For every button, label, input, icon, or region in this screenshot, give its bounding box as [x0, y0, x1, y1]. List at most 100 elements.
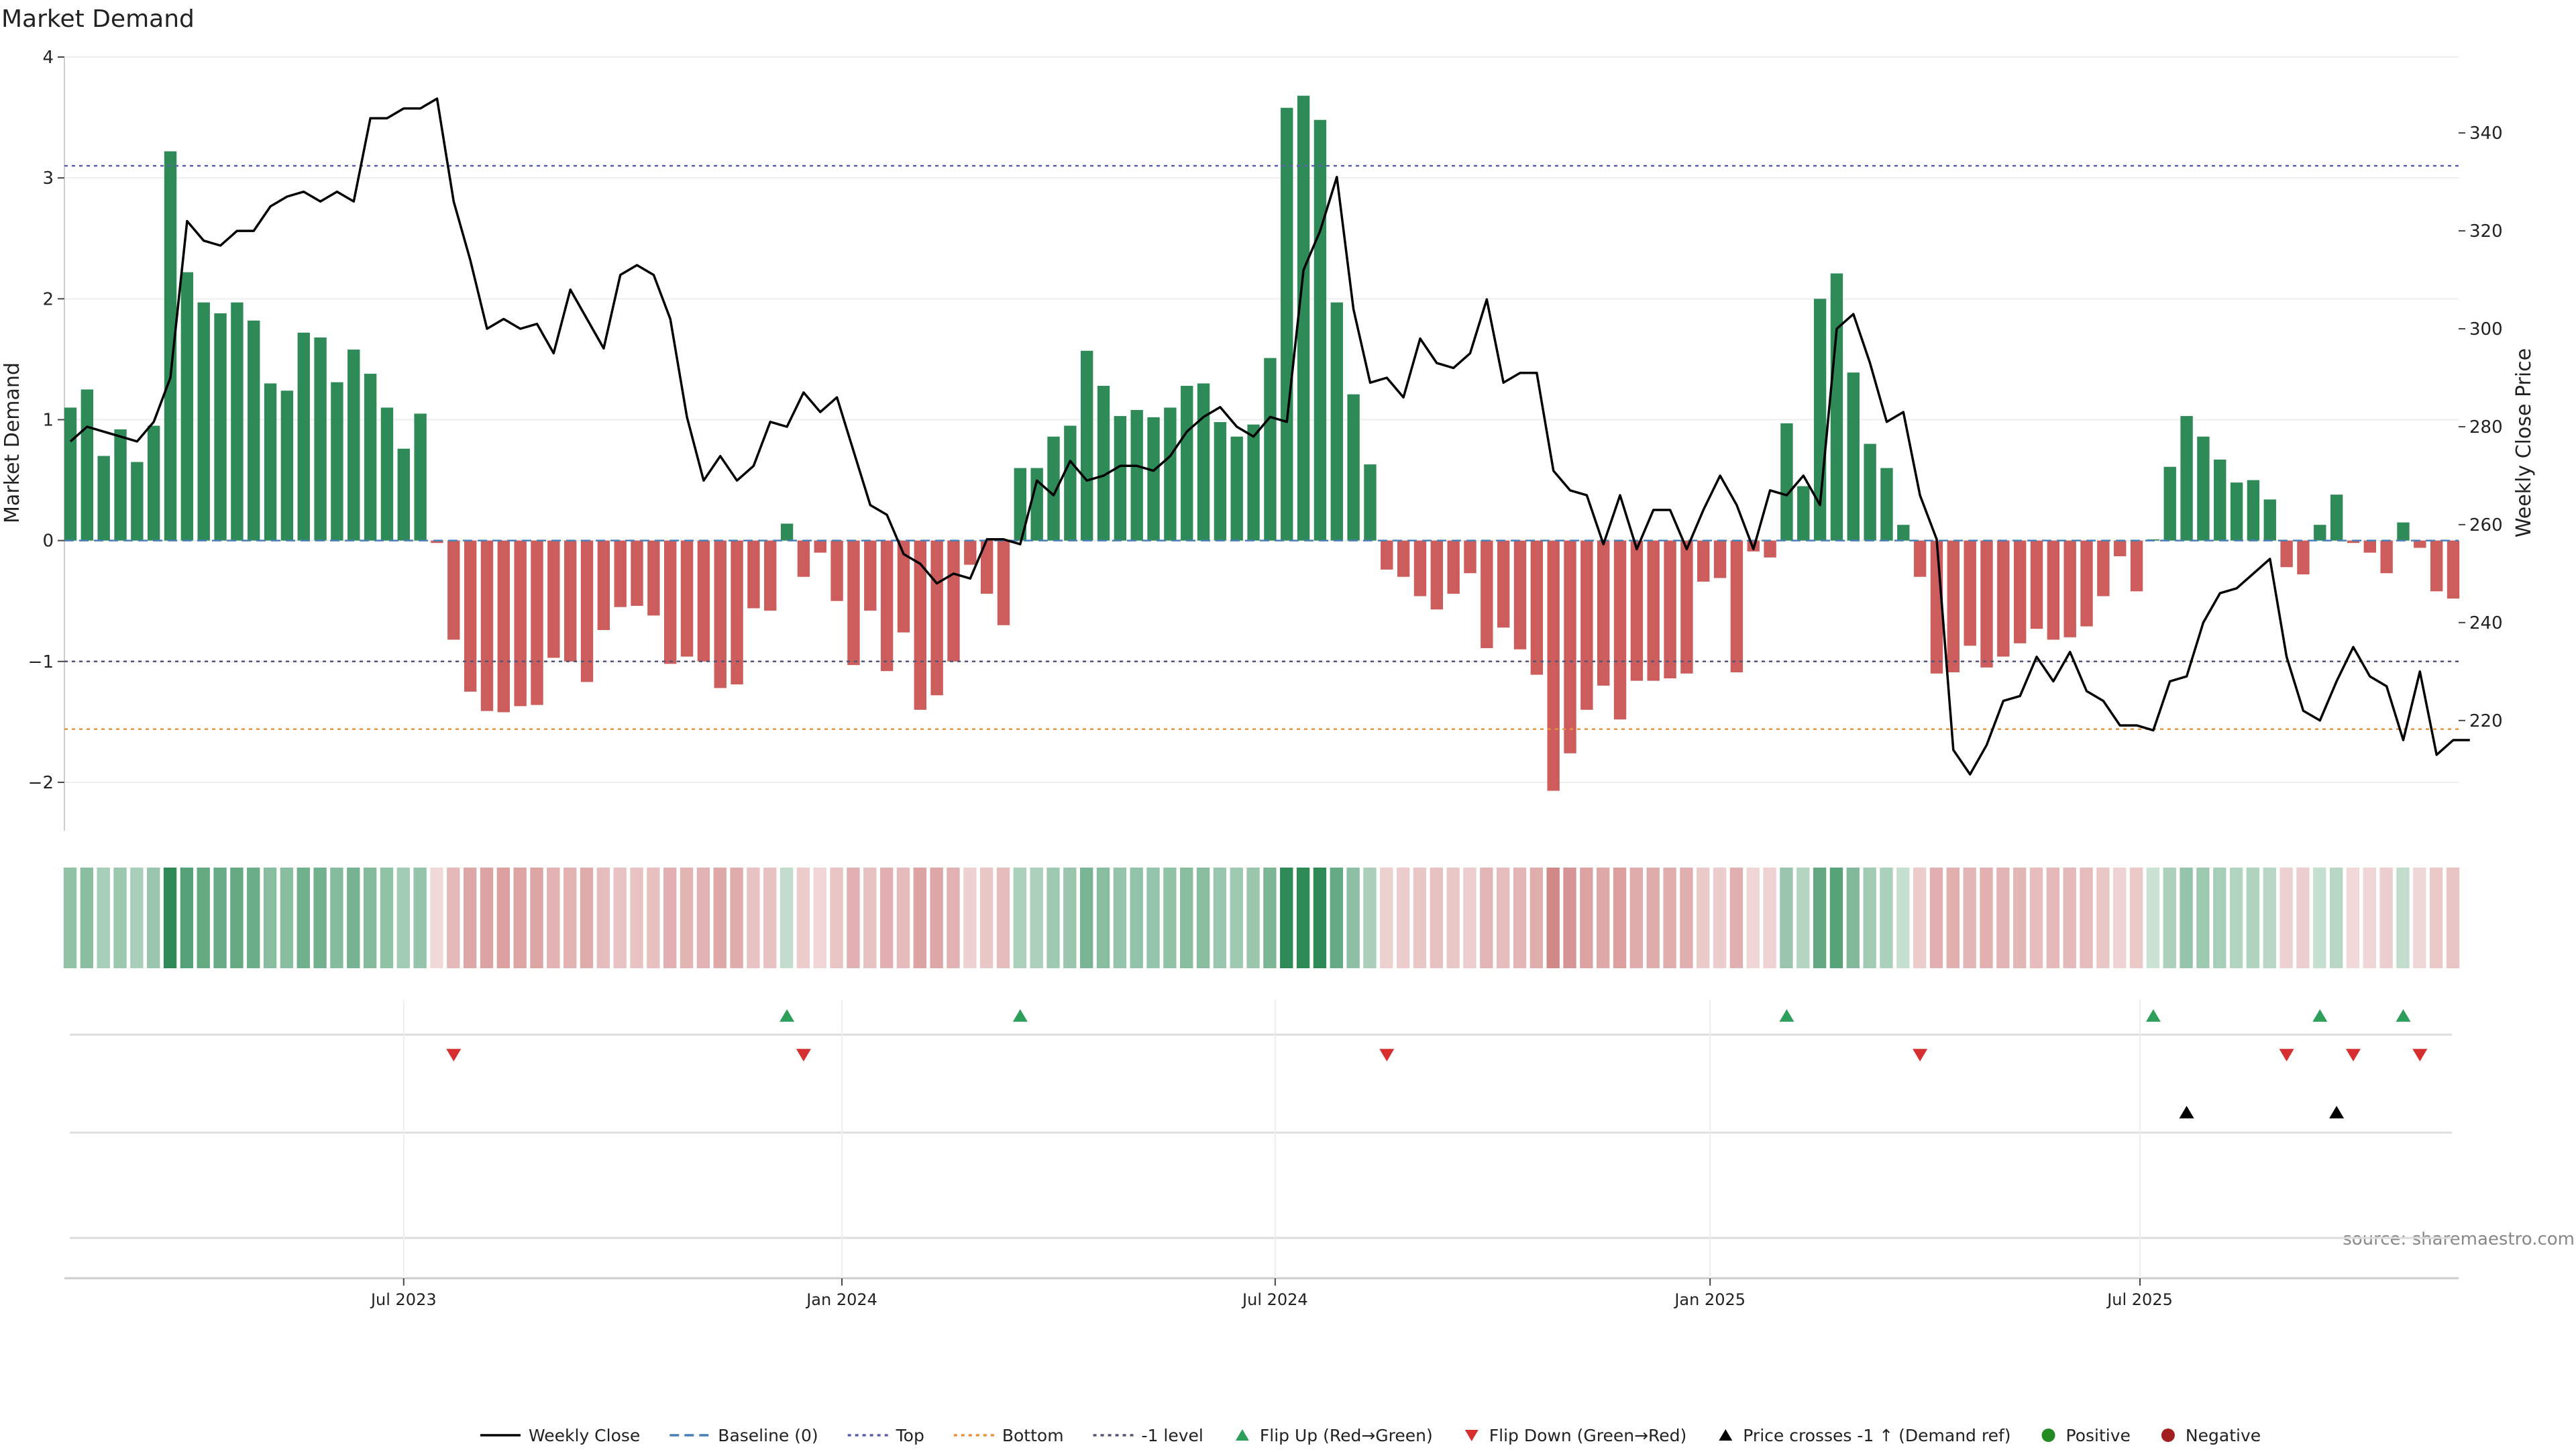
- demand-bar: [547, 540, 560, 658]
- demand-heat-cell: [2063, 868, 2076, 968]
- demand-heat-cell: [480, 868, 494, 968]
- demand-heat-cell: [2229, 868, 2243, 968]
- legend-minus-one: -1 level: [1093, 1426, 1203, 1445]
- demand-bar: [597, 540, 610, 630]
- demand-bar: [131, 462, 144, 541]
- y2-tick-label: 340: [2469, 123, 2503, 144]
- demand-heat-cell: [2113, 868, 2127, 968]
- legend-positive-label: Positive: [2066, 1426, 2131, 1445]
- flip-down-marker: [1913, 1049, 1928, 1061]
- demand-bar: [1164, 407, 1177, 541]
- demand-bar: [1964, 540, 1976, 646]
- demand-bar: [480, 540, 494, 711]
- demand-heat-cell: [1263, 868, 1277, 968]
- y2-tick-label: 240: [2469, 613, 2503, 633]
- demand-heat-cell: [1829, 868, 1843, 968]
- demand-bar: [1064, 425, 1077, 541]
- demand-bar: [1047, 436, 1060, 541]
- demand-bar: [1413, 540, 1427, 597]
- demand-bar: [1913, 540, 1927, 577]
- demand-heat-cell: [713, 868, 727, 968]
- flip-down-marker: [796, 1049, 811, 1061]
- demand-heat-cell: [447, 868, 460, 968]
- demand-bar: [2330, 495, 2343, 541]
- chart-title: Market Demand: [1, 5, 195, 33]
- demand-heat-cell: [180, 868, 194, 968]
- demand-bar: [214, 313, 227, 541]
- price-cross-marker: [2329, 1106, 2345, 1119]
- demand-heat-cell: [213, 868, 227, 968]
- demand-heat-cell: [1896, 868, 1910, 968]
- demand-heat-cell: [1729, 868, 1743, 968]
- demand-heat-cell: [2329, 868, 2343, 968]
- demand-bar: [764, 540, 777, 611]
- demand-bar: [1381, 540, 1393, 570]
- demand-bar: [364, 374, 377, 541]
- demand-heat-cell: [613, 868, 627, 968]
- demand-bar: [2280, 540, 2293, 568]
- y2-tick-label: 320: [2469, 221, 2503, 242]
- demand-heat-cell: [996, 868, 1010, 968]
- demand-heat-cell: [979, 868, 994, 968]
- demand-heat-cell: [1863, 868, 1876, 968]
- demand-bar: [2180, 416, 2193, 541]
- demand-bar: [1864, 444, 1876, 541]
- demand-heat-cell: [1079, 868, 1093, 968]
- demand-heat-cell: [680, 868, 694, 968]
- demand-bar: [1364, 464, 1377, 541]
- demand-bar: [297, 332, 310, 541]
- demand-heat-cell: [796, 868, 810, 968]
- demand-heat-cell: [1563, 868, 1576, 968]
- demand-bar: [1447, 540, 1460, 594]
- demand-heat-cell: [930, 868, 943, 968]
- demand-heat-cell: [630, 868, 643, 968]
- legend-negative-swatch: [2161, 1429, 2175, 1442]
- legend-price-cross-label: Price crosses -1 ↑ (Demand ref): [1743, 1426, 2010, 1445]
- demand-bar: [248, 320, 260, 541]
- flip-up-marker: [2145, 1009, 2161, 1022]
- demand-bar: [1947, 540, 1960, 672]
- demand-heat-cell: [780, 868, 794, 968]
- demand-bar: [964, 540, 977, 565]
- demand-bar: [2414, 540, 2426, 548]
- demand-bar: [1197, 383, 1210, 541]
- demand-bar: [2130, 540, 2143, 592]
- demand-bar: [1181, 386, 1193, 541]
- demand-heat-cell: [2363, 868, 2376, 968]
- demand-bar: [1014, 468, 1027, 541]
- demand-heat-cell: [2446, 868, 2460, 968]
- legend-negative: Negative: [2161, 1426, 2261, 1445]
- demand-heat-cell: [1446, 868, 1460, 968]
- demand-heat-cell: [1063, 868, 1077, 968]
- demand-heat-cell: [2263, 868, 2276, 968]
- demand-heat-cell: [747, 868, 760, 968]
- y-tick-label: 0: [42, 531, 54, 552]
- demand-heat-cell: [1629, 868, 1644, 968]
- legend-bottom: Bottom: [953, 1426, 1064, 1445]
- demand-heat-cell: [1030, 868, 1043, 968]
- demand-heat-cell: [1680, 868, 1693, 968]
- demand-heat-cell: [230, 868, 244, 968]
- demand-heat-cell: [1146, 868, 1160, 968]
- legend-price-cross: Price crosses -1 ↑ (Demand ref): [1719, 1426, 2011, 1445]
- demand-heat-cell: [1230, 868, 1243, 968]
- demand-heat-cell: [347, 868, 360, 968]
- demand-bar: [1897, 525, 1910, 541]
- demand-heat-cell: [2246, 868, 2260, 968]
- demand-heat-cell: [1113, 868, 1127, 968]
- demand-bar: [1647, 540, 1660, 681]
- demand-bar: [1713, 540, 1727, 578]
- demand-heat-cell: [130, 868, 144, 968]
- y2-tick-label: 260: [2469, 515, 2503, 535]
- legend-minus-one-label: -1 level: [1142, 1426, 1203, 1445]
- demand-heat-cell: [80, 868, 94, 968]
- demand-bar: [2030, 540, 2043, 629]
- demand-bar: [747, 540, 760, 609]
- demand-heat-cell: [1546, 868, 1560, 968]
- demand-bar: [1030, 468, 1043, 541]
- demand-heat-cell: [2279, 868, 2293, 968]
- y2-axis-label: Weekly Close Price: [2512, 348, 2536, 537]
- demand-bar: [280, 391, 294, 541]
- demand-bar: [2447, 540, 2460, 599]
